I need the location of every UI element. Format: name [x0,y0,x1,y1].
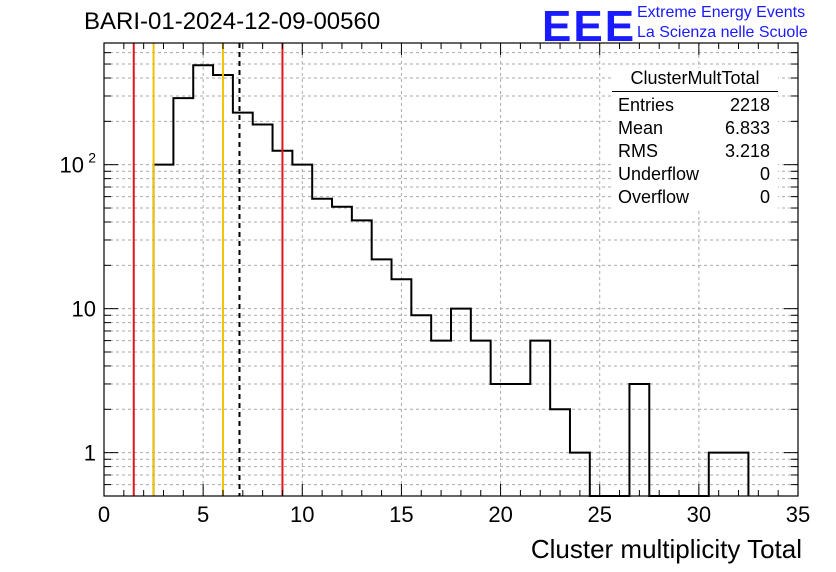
histogram-bin [471,341,491,496]
stats-row-underflow: Underflow 0 [612,163,778,186]
histogram-bin [729,453,749,496]
x-tick-label: 35 [786,502,810,527]
x-axis-label: Cluster multiplicity Total [530,534,802,564]
histogram-bin [154,165,174,496]
stats-value: 3.218 [724,141,770,161]
histogram-bars [152,64,750,497]
x-tick-label: 0 [98,502,110,527]
histogram-bin [312,199,332,496]
x-tick-label: 20 [488,502,512,527]
x-tick-label: 30 [687,502,711,527]
y-tick-label: 10 [72,297,96,322]
histogram-bin [332,207,352,496]
histogram-bin [530,341,550,496]
chart-title: BARI-01-2024-12-09-00560 [84,8,381,35]
x-tick-label: 15 [389,502,413,527]
stats-value: 0 [759,187,770,207]
x-tick-label: 25 [587,502,611,527]
histogram-outline [152,64,750,497]
stats-value: 0 [759,164,770,184]
stats-row-mean: Mean 6.833 [612,117,778,140]
y-tick-label: 1 [84,441,96,466]
histogram-bin [372,259,392,496]
stats-row-overflow: Overflow 0 [612,186,778,209]
logo-line-2: La Scienza nelle Scuole [637,24,808,41]
histogram-bin [411,315,431,496]
axes-frame [103,42,799,497]
histogram-bin [629,384,649,496]
stats-value: 2218 [729,95,770,115]
stats-label: Underflow [618,164,700,184]
histogram-bin [451,309,471,496]
y-tick-label-exponent: 2 [88,150,96,166]
stats-title: ClusterMultTotal [612,68,778,92]
histogram-bin [352,220,372,496]
x-tick-label: 10 [290,502,314,527]
logo-mark: EEE [542,2,637,51]
stats-label: Mean [618,118,664,138]
stats-row-entries: Entries 2218 [612,94,778,117]
x-tick-label: 5 [197,502,209,527]
stats-value: 6.833 [724,118,770,138]
stats-box: ClusterMultTotal Entries 2218 Mean 6.833… [612,68,778,209]
stats-label: Entries [618,95,675,115]
logo-line-1: Extreme Energy Events [637,4,806,21]
marker-lines [132,43,284,496]
histogram-bin [431,341,451,496]
histogram-bin [253,125,273,496]
plot-frame [103,42,799,497]
stats-label: RMS [618,141,658,161]
histogram-bin [173,98,193,496]
histogram-bin [233,113,253,496]
stats-label: Overflow [618,187,690,207]
histogram-bin [510,384,530,496]
stats-row-rms: RMS 3.218 [612,140,778,163]
y-tick-label: 10 [60,153,84,178]
